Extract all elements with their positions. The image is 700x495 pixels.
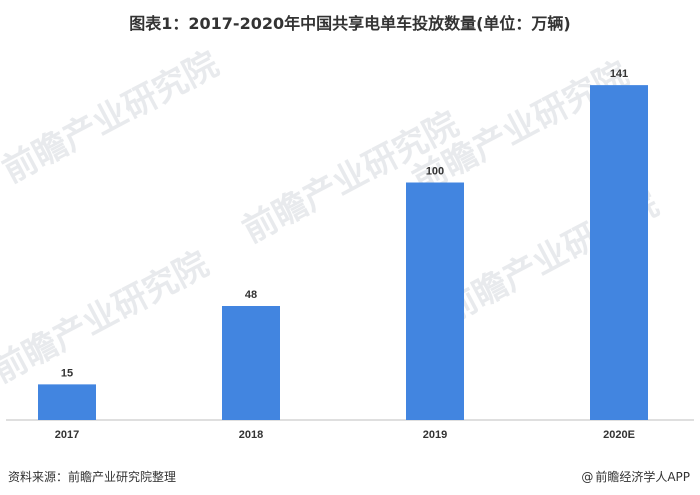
x-tick-label-2019: 2019: [423, 429, 447, 441]
bar-2019: [406, 182, 464, 420]
x-tick-label-2020E: 2020E: [603, 429, 635, 441]
source-note: 资料来源：前瞻产业研究院整理: [8, 470, 177, 484]
credit-label: 前瞻经济学人APP: [595, 470, 690, 484]
chart-title: 图表1：2017-2020年中国共享电单车投放数量(单位：万辆): [129, 14, 571, 33]
x-tick-label-2018: 2018: [239, 429, 263, 441]
data-label-2019: 100: [426, 166, 444, 178]
data-label-2018: 48: [245, 289, 257, 301]
bar-2017: [38, 384, 96, 420]
data-label-2017: 15: [61, 367, 73, 379]
at-icon: @: [581, 469, 594, 484]
bar-2018: [222, 306, 280, 420]
credit-note: @ 前瞻经济学人APP: [581, 468, 690, 485]
data-label-2020E: 141: [610, 68, 628, 80]
bar-2020E: [590, 85, 648, 420]
x-tick-label-2017: 2017: [55, 429, 79, 441]
